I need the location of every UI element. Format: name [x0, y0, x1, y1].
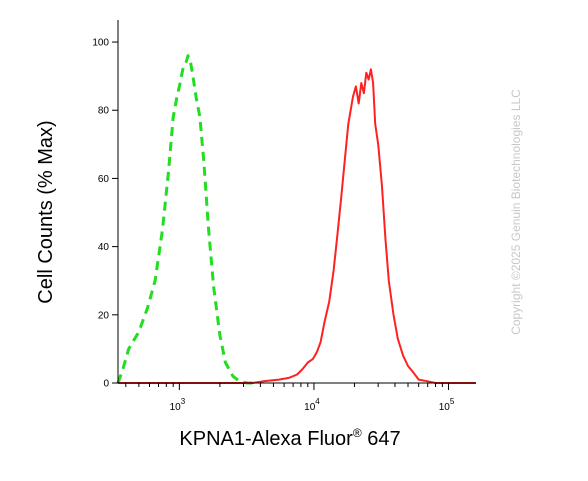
- y-tick-label: 100: [92, 38, 109, 49]
- x-axis-title-tail: 647: [362, 428, 401, 450]
- x-axis-ticks: 103 104 105: [125, 383, 455, 413]
- x-axis-title-registered-mark: ®: [353, 426, 362, 440]
- y-tick-label: 40: [98, 242, 110, 253]
- x-tick-label: 104: [304, 397, 320, 413]
- plot-area: [116, 54, 476, 385]
- y-tick-label: 80: [98, 106, 110, 117]
- x-tick-label: 105: [439, 397, 455, 413]
- x-axis-title: KPNA1-Alexa Fluor® 647: [179, 426, 400, 450]
- y-tick-label: 60: [98, 174, 110, 185]
- x-axis-title-main: KPNA1-Alexa Fluor: [179, 428, 353, 450]
- series-line-1: [116, 54, 255, 385]
- series-line-2: [118, 68, 476, 384]
- copyright-watermark: Copyright ©2025 Genuin Biotechnologies L…: [509, 89, 523, 335]
- y-axis-ticks: 0 20 40 60 80 100: [92, 38, 118, 390]
- y-axis-title: Cell Counts (% Max): [35, 120, 57, 303]
- y-tick-label: 0: [103, 379, 109, 390]
- y-tick-label: 20: [98, 310, 110, 321]
- x-tick-label: 103: [170, 397, 186, 413]
